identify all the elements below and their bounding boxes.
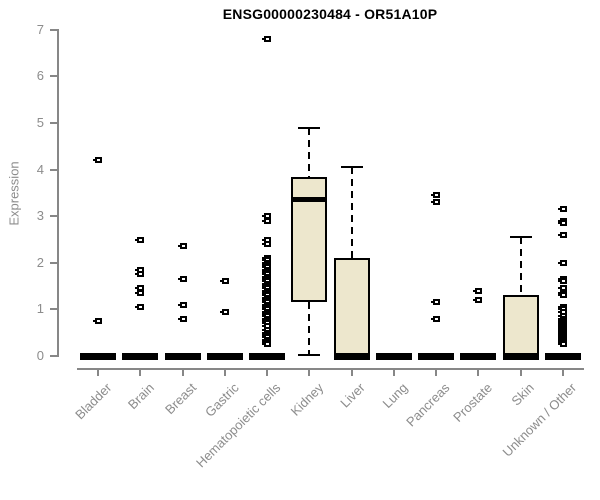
median-breast — [164, 352, 201, 360]
whisker-cap-upper-liver — [340, 166, 363, 169]
median-bladder — [80, 352, 117, 360]
whisker-cap-lower-kidney — [298, 354, 321, 357]
x-axis-tick — [435, 368, 438, 376]
outlier-point-breast — [177, 301, 187, 308]
median-hematopoietic-cells — [249, 352, 286, 360]
outlier-point-unknown-other — [557, 259, 567, 266]
outlier-point-brain — [135, 271, 145, 278]
x-axis-tick — [181, 368, 184, 376]
outlier-point-breast — [177, 276, 187, 283]
x-axis-tick — [477, 368, 480, 376]
outlier-point-pancreas — [431, 315, 441, 322]
y-axis-line — [57, 28, 59, 357]
box-kidney — [291, 176, 328, 303]
y-tick-label: 6 — [36, 68, 44, 84]
x-tick-label-liver: Liver — [337, 380, 369, 411]
x-tick-label-breast: Breast — [162, 380, 200, 418]
outlier-point-unknown-other — [557, 220, 567, 227]
y-axis-tick — [50, 122, 57, 124]
outlier-point-unknown-other — [557, 292, 567, 299]
x-tick-label-skin: Skin — [508, 380, 538, 409]
y-tick-label: 7 — [36, 21, 44, 37]
median-lung — [375, 352, 412, 360]
x-axis-tick — [139, 368, 142, 376]
whisker-upper-skin — [519, 237, 522, 296]
outlier-point-unknown-other — [557, 231, 567, 238]
chart-title: ENSG00000230484 - OR51A10P — [222, 6, 438, 22]
outlier-point-unknown-other — [557, 278, 567, 285]
median-gastric — [206, 352, 243, 360]
outlier-point-unknown-other — [557, 206, 567, 213]
median-prostate — [460, 352, 497, 360]
y-tick-label: 5 — [36, 115, 44, 130]
outlier-point-bladder — [93, 318, 103, 325]
y-axis-tick — [50, 261, 57, 264]
median-brain — [122, 352, 159, 360]
x-axis-tick — [519, 368, 522, 376]
x-tick-label-unknown-other: Unknown / Other — [499, 380, 580, 460]
x-axis-tick — [561, 368, 564, 376]
y-axis-tick — [50, 28, 57, 31]
median-kidney — [291, 197, 328, 203]
outlier-point-hematopoietic-cells — [262, 217, 272, 224]
outlier-point-bladder — [93, 157, 103, 164]
y-axis-tick — [50, 215, 57, 218]
whisker-upper-kidney — [308, 127, 311, 177]
x-tick-label-lung: Lung — [379, 380, 411, 412]
y-axis-tick — [50, 75, 57, 78]
whisker-cap-upper-skin — [509, 236, 532, 239]
y-tick-label: 3 — [36, 208, 44, 224]
x-axis-tick — [223, 368, 226, 376]
outlier-point-pancreas — [431, 192, 441, 199]
x-tick-label-kidney: Kidney — [287, 380, 326, 419]
x-axis-tick — [350, 368, 353, 376]
outlier-point-hematopoietic-cells — [262, 241, 272, 248]
box-skin — [502, 295, 539, 356]
whisker-cap-upper-kidney — [298, 126, 321, 129]
x-axis-line — [77, 368, 584, 370]
y-tick-label: 1 — [36, 301, 44, 317]
outlier-point-hematopoietic-cells — [262, 36, 272, 43]
y-tick-label: 2 — [36, 254, 44, 270]
x-tick-label-gastric: Gastric — [201, 380, 242, 420]
y-axis-tick — [50, 355, 57, 357]
median-unknown-other — [544, 352, 581, 360]
median-skin — [502, 352, 539, 360]
outlier-point-hematopoietic-cells — [262, 341, 272, 348]
outlier-point-unknown-other — [557, 341, 567, 348]
x-tick-label-brain: Brain — [124, 380, 157, 413]
whisker-upper-liver — [350, 167, 353, 259]
x-tick-label-prostate: Prostate — [450, 380, 495, 425]
box-liver — [333, 258, 370, 356]
outlier-point-pancreas — [431, 299, 441, 306]
x-tick-label-bladder: Bladder — [72, 380, 115, 423]
x-axis-tick — [97, 368, 100, 376]
whisker-lower-kidney — [308, 302, 311, 356]
outlier-point-prostate — [473, 297, 483, 304]
outlier-point-brain — [135, 304, 145, 311]
y-axis-tick — [50, 168, 57, 171]
x-axis-tick — [308, 368, 311, 376]
x-axis-tick — [392, 368, 395, 376]
outlier-point-gastric — [219, 308, 229, 315]
outlier-point-pancreas — [431, 199, 441, 206]
y-tick-label: 0 — [36, 348, 44, 363]
y-tick-label: 4 — [36, 161, 44, 177]
outlier-point-brain — [135, 290, 145, 297]
x-tick-label-pancreas: Pancreas — [403, 380, 453, 430]
outlier-point-brain — [135, 236, 145, 243]
median-pancreas — [418, 352, 455, 360]
median-liver — [333, 352, 370, 360]
outlier-point-prostate — [473, 287, 483, 294]
outlier-point-breast — [177, 315, 187, 322]
outlier-point-breast — [177, 243, 187, 250]
outlier-point-gastric — [219, 278, 229, 285]
y-axis-tick — [50, 308, 57, 311]
x-axis-tick — [266, 368, 269, 376]
